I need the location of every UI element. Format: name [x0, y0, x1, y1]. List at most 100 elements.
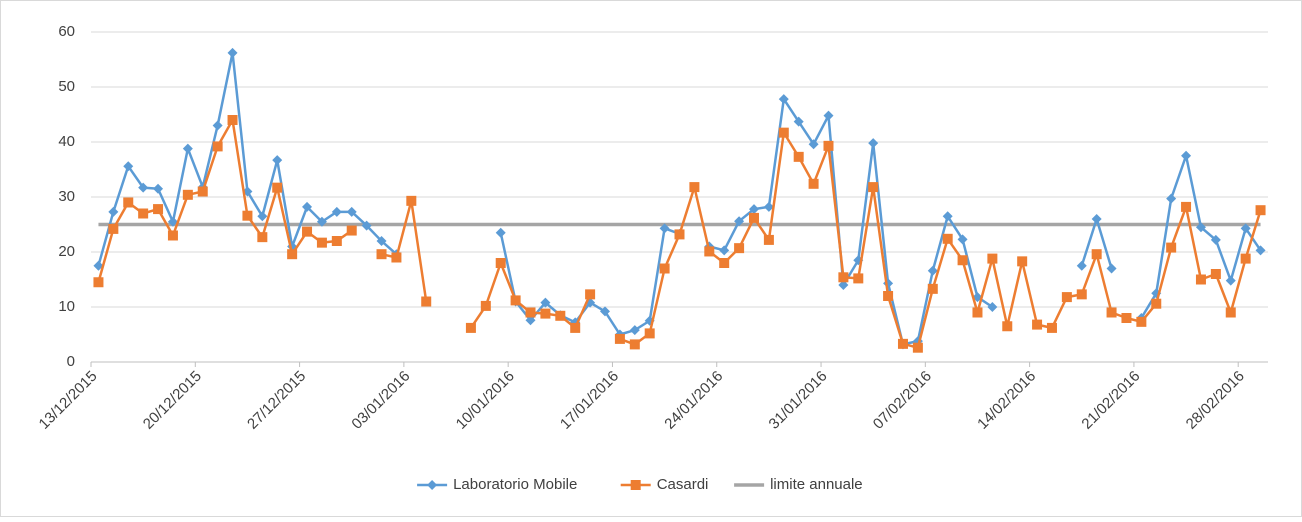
marker: [748, 212, 759, 223]
marker: [1166, 193, 1177, 204]
marker: [793, 116, 804, 127]
marker: [987, 253, 998, 264]
marker: [942, 233, 953, 244]
marker: [427, 480, 438, 490]
marker: [600, 306, 611, 317]
marker: [748, 204, 759, 215]
y-tick-label: 20: [58, 243, 75, 260]
marker: [1181, 201, 1192, 212]
marker: [793, 151, 804, 162]
marker: [1240, 253, 1251, 264]
marker: [1225, 307, 1236, 318]
marker: [1121, 313, 1132, 323]
marker: [689, 182, 700, 193]
marker: [1210, 269, 1221, 279]
marker: [763, 234, 774, 245]
marker: [376, 249, 387, 260]
marker: [540, 297, 551, 308]
marker: [1106, 263, 1117, 274]
marker: [480, 300, 491, 311]
marker: [734, 216, 745, 227]
marker: [957, 255, 968, 266]
marker: [778, 94, 789, 105]
y-tick-label: 40: [58, 133, 75, 150]
marker: [1195, 222, 1206, 233]
marker: [1002, 321, 1013, 332]
marker: [972, 307, 983, 318]
marker: [1151, 298, 1162, 309]
legend-item: Laboratorio Mobile: [417, 476, 577, 493]
marker: [302, 226, 313, 237]
marker: [1195, 274, 1206, 285]
marker: [1255, 205, 1266, 216]
marker: [93, 260, 104, 271]
marker: [927, 283, 938, 294]
marker: [495, 258, 506, 268]
y-tick-label: 0: [67, 353, 75, 370]
marker: [897, 338, 908, 349]
marker: [525, 307, 536, 318]
marker: [465, 322, 476, 333]
legend-item: Casardi: [620, 476, 709, 493]
marker: [674, 229, 685, 240]
marker: [93, 277, 104, 288]
marker: [287, 249, 298, 260]
marker: [108, 223, 119, 234]
marker: [227, 47, 238, 58]
marker: [406, 195, 417, 206]
marker: [182, 143, 193, 154]
marker: [391, 252, 402, 263]
legend-label: Laboratorio Mobile: [453, 476, 577, 493]
marker: [540, 308, 551, 319]
marker: [138, 182, 149, 193]
marker: [1061, 292, 1072, 303]
marker: [421, 296, 432, 307]
y-tick-label: 30: [58, 188, 75, 205]
series-line: [97, 118, 1262, 349]
marker: [123, 161, 134, 172]
marker: [630, 480, 641, 490]
marker: [555, 310, 566, 321]
marker: [242, 210, 253, 221]
marker: [153, 183, 164, 194]
marker: [585, 289, 596, 300]
marker: [316, 216, 327, 227]
marker: [167, 216, 178, 227]
marker: [823, 140, 834, 151]
marker: [1255, 245, 1266, 256]
marker: [272, 155, 283, 166]
marker: [823, 110, 834, 121]
legend-label: Casardi: [657, 476, 709, 493]
marker: [1032, 319, 1043, 330]
marker: [868, 138, 879, 149]
marker: [1091, 214, 1102, 224]
marker: [331, 236, 342, 246]
marker: [153, 204, 164, 215]
marker: [257, 211, 268, 222]
legend-label: limite annuale: [770, 476, 863, 493]
marker: [1225, 275, 1236, 286]
marker: [868, 182, 879, 193]
marker: [719, 258, 730, 268]
marker: [316, 237, 327, 248]
marker: [659, 263, 670, 274]
marker: [212, 141, 223, 152]
marker: [1210, 234, 1221, 245]
marker: [212, 120, 223, 131]
marker: [227, 115, 238, 125]
marker: [570, 322, 581, 333]
legend-item: limite annuale: [734, 476, 863, 493]
marker: [912, 342, 923, 353]
marker: [1181, 150, 1192, 161]
marker: [1017, 256, 1028, 267]
marker: [853, 273, 864, 284]
marker: [942, 211, 953, 222]
marker: [331, 206, 342, 217]
marker: [987, 302, 998, 312]
marker: [763, 201, 774, 212]
marker: [1091, 249, 1102, 260]
marker: [883, 291, 894, 301]
marker: [659, 223, 670, 234]
